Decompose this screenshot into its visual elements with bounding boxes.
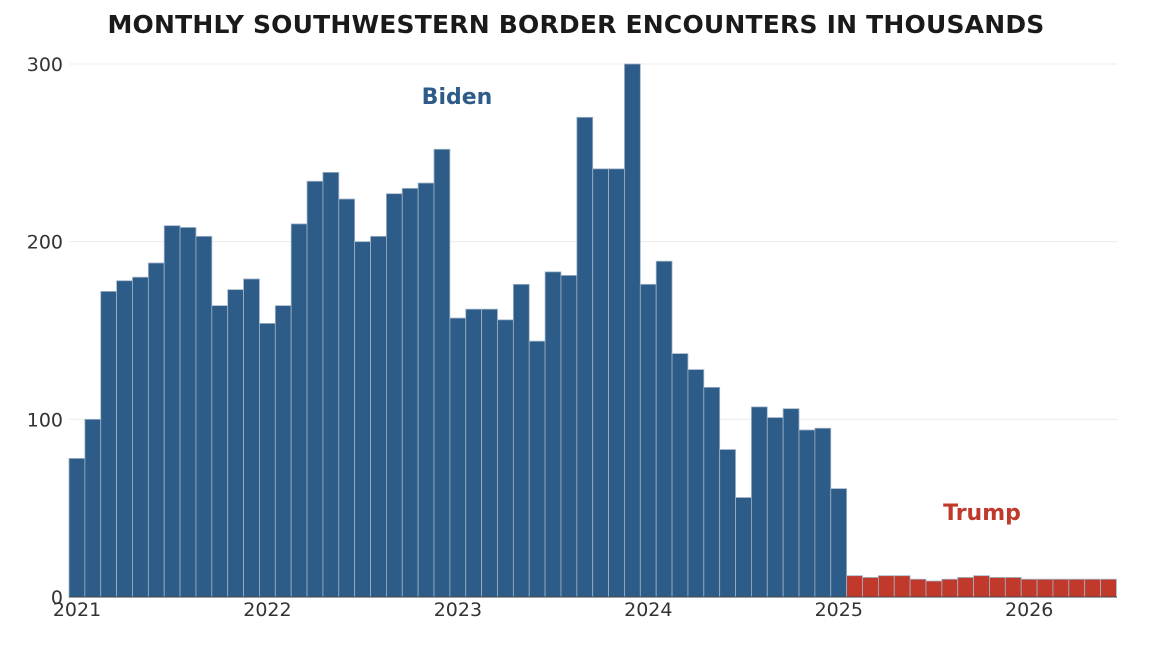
biden-bar — [719, 449, 736, 598]
trump-bar — [1036, 578, 1054, 598]
biden-bar — [338, 198, 356, 598]
biden-bar — [84, 418, 102, 598]
y-tick-label: 300 — [27, 54, 63, 76]
biden-bar — [401, 187, 419, 598]
trump-bar — [1084, 578, 1101, 598]
trump-bar — [1068, 578, 1086, 598]
biden-bar — [259, 322, 276, 598]
trump-bar — [846, 575, 863, 598]
trump-bar — [862, 577, 879, 598]
trump-bar — [1100, 578, 1117, 598]
biden-bar — [830, 488, 848, 598]
biden-bar — [608, 168, 625, 598]
biden-bar — [68, 458, 86, 598]
biden-bar — [592, 168, 609, 598]
y-tick-label: 0 — [51, 587, 63, 609]
biden-bar — [766, 417, 784, 598]
biden-bar — [385, 193, 403, 598]
biden-bar — [179, 227, 197, 598]
x-tick-label: 2023 — [434, 599, 482, 621]
trump-bar — [877, 575, 895, 598]
biden-bar — [624, 63, 641, 598]
trump-bar — [1052, 578, 1070, 598]
biden-bar — [100, 291, 118, 598]
biden-bar — [322, 171, 340, 598]
trump-bar — [1004, 577, 1022, 598]
biden-bar — [465, 308, 483, 598]
biden-bar — [433, 148, 451, 598]
biden-bar — [655, 260, 673, 598]
trump-bar — [973, 575, 990, 598]
biden-bar — [671, 353, 689, 598]
biden-bar — [560, 275, 578, 598]
biden-bar — [528, 340, 546, 598]
axis-labels: 0 100 200 300 2021 2022 2023 2024 2025 2026 — [27, 54, 1054, 621]
trump-bar — [909, 578, 927, 598]
trump-bar — [893, 575, 911, 598]
biden-bar — [576, 116, 594, 598]
biden-bar — [512, 283, 530, 598]
biden-bar — [116, 280, 133, 598]
biden-bar — [227, 289, 244, 598]
biden-bar — [274, 305, 292, 598]
trump-bar — [941, 578, 959, 598]
trump-bar — [1020, 578, 1038, 598]
x-tick-label: 2021 — [53, 599, 101, 621]
biden-bar — [703, 386, 721, 598]
biden-bar — [814, 427, 832, 598]
biden-bar — [195, 235, 213, 598]
y-tick-label: 100 — [27, 409, 63, 431]
x-tick-label: 2022 — [243, 599, 291, 621]
biden-bar — [370, 235, 387, 598]
annotations: Biden Trump — [422, 85, 1021, 526]
biden-bar — [782, 408, 800, 598]
x-tick-label: 2024 — [624, 599, 672, 621]
biden-bar — [147, 262, 165, 598]
biden-bar — [243, 278, 260, 598]
trump-bar — [957, 577, 974, 598]
y-tick-label: 200 — [27, 232, 63, 254]
biden-label: Biden — [422, 85, 493, 110]
biden-bar — [481, 308, 498, 598]
biden-bar — [306, 180, 324, 598]
x-tick-label: 2026 — [1005, 599, 1053, 621]
trump-bar — [989, 577, 1006, 598]
biden-bar — [751, 406, 768, 598]
biden-bar — [290, 223, 308, 598]
biden-bar — [163, 225, 181, 598]
biden-bar — [639, 283, 657, 598]
trump-bar — [925, 580, 943, 598]
x-tick-label: 2025 — [815, 599, 863, 621]
trump-label: Trump — [943, 501, 1021, 526]
biden-bar — [735, 497, 752, 598]
biden-bar — [449, 317, 467, 598]
chart-title: MONTHLY SOUTHWESTERN BORDER ENCOUNTERS I… — [107, 10, 1045, 39]
biden-bar — [132, 276, 149, 598]
biden-bar — [798, 429, 816, 598]
biden-bar — [544, 271, 562, 598]
biden-bar — [354, 241, 371, 598]
biden-bar — [211, 305, 229, 598]
biden-bar — [687, 369, 705, 598]
biden-bar — [417, 182, 435, 598]
biden-bar — [497, 319, 514, 598]
